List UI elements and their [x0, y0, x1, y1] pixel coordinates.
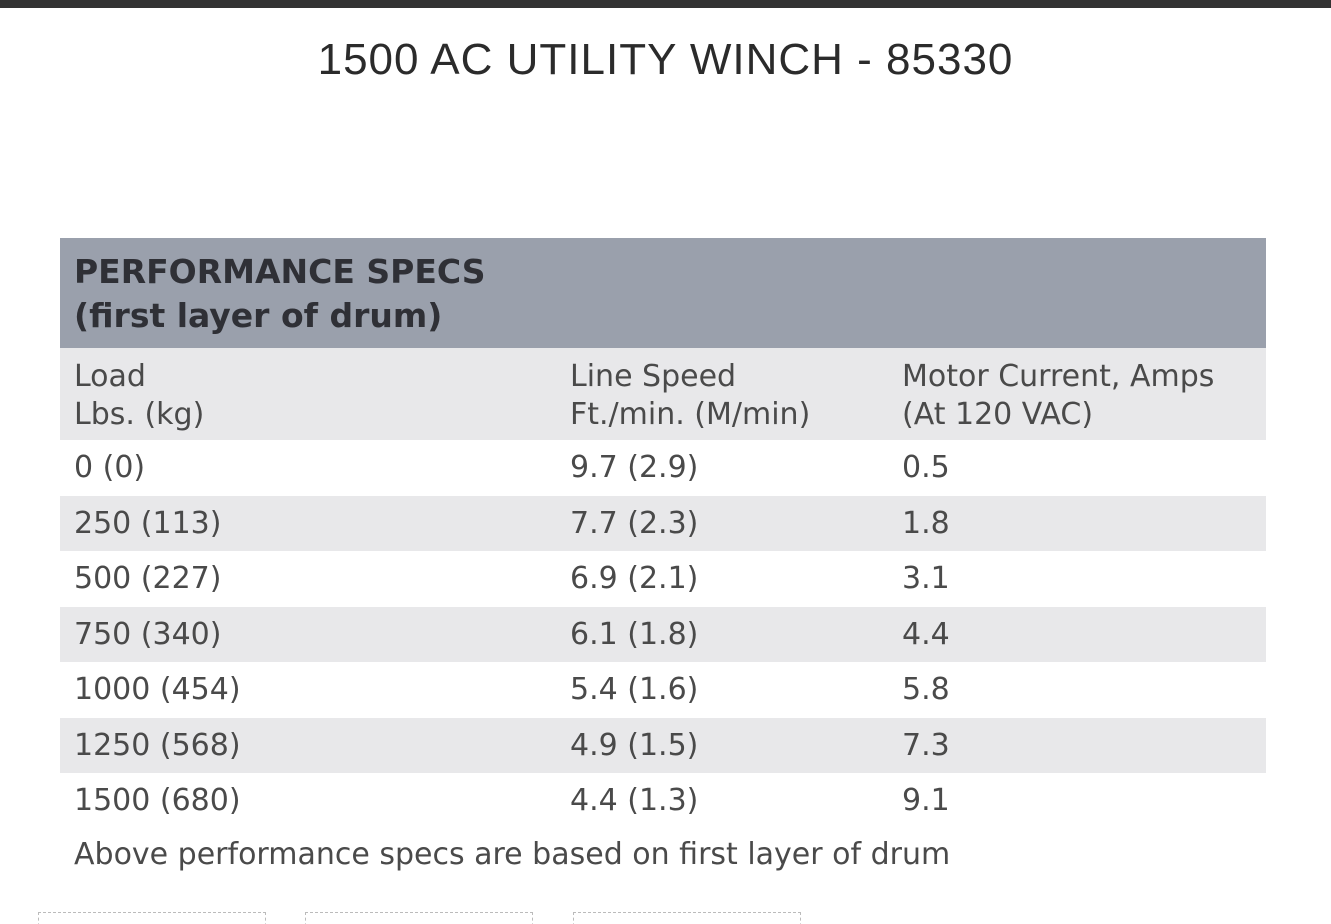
- cell-line-speed: 6.1 (1.8): [570, 616, 699, 652]
- table-header-title: PERFORMANCE SPECS: [74, 252, 486, 291]
- cell-load: 250 (113): [74, 505, 222, 541]
- table-row: 0 (0) 9.7 (2.9) 0.5: [60, 440, 1266, 496]
- column-header-label: Motor Current, Amps: [902, 359, 1215, 394]
- table-row: 500 (227) 6.9 (2.1) 3.1: [60, 551, 1266, 607]
- cell-load: 1000 (454): [74, 672, 241, 708]
- cell-load: 0 (0): [74, 450, 146, 486]
- thumbnail-placeholder[interactable]: [38, 912, 266, 924]
- column-header-motor-current: Motor Current, Amps (At 120 VAC): [898, 358, 1266, 440]
- cell-motor-current: 0.5: [902, 450, 950, 486]
- table-row: 1500 (680) 4.4 (1.3) 9.1: [60, 773, 1266, 829]
- cell-line-speed: 6.9 (2.1): [570, 561, 699, 597]
- table-row: 1250 (568) 4.9 (1.5) 7.3: [60, 717, 1266, 773]
- cell-load: 1500 (680): [74, 783, 241, 819]
- performance-specs-table: PERFORMANCE SPECS (first layer of drum) …: [60, 238, 1266, 881]
- column-headers: Load Lbs. (kg) Line Speed Ft./min. (M/mi…: [60, 348, 1266, 440]
- cell-line-speed: 7.7 (2.3): [570, 505, 699, 541]
- table-row: 1000 (454) 5.4 (1.6) 5.8: [60, 662, 1266, 718]
- cell-line-speed: 9.7 (2.9): [570, 450, 699, 486]
- column-header-unit: (At 120 VAC): [902, 397, 1094, 432]
- table-row: 250 (113) 7.7 (2.3) 1.8: [60, 495, 1266, 551]
- page-title: 1500 AC UTILITY WINCH - 85330: [317, 35, 1014, 84]
- column-header-unit: Ft./min. (M/min): [570, 397, 811, 432]
- cell-motor-current: 5.8: [902, 672, 950, 708]
- column-header-line-speed: Line Speed Ft./min. (M/min): [565, 358, 898, 440]
- table-row: 750 (340) 6.1 (1.8) 4.4: [60, 606, 1266, 662]
- cell-line-speed: 4.4 (1.3): [570, 783, 699, 819]
- top-bar: [0, 0, 1331, 8]
- column-header-label: Line Speed: [570, 359, 737, 394]
- cell-load: 750 (340): [74, 616, 222, 652]
- table-header: PERFORMANCE SPECS (first layer of drum): [60, 238, 1266, 348]
- column-header-unit: Lbs. (kg): [74, 397, 205, 432]
- cell-motor-current: 4.4: [902, 616, 950, 652]
- cell-motor-current: 1.8: [902, 505, 950, 541]
- cell-load: 1250 (568): [74, 727, 241, 763]
- cell-line-speed: 4.9 (1.5): [570, 727, 699, 763]
- table-footnote: Above performance specs are based on fir…: [74, 836, 951, 872]
- column-header-label: Load: [74, 359, 146, 394]
- cell-motor-current: 7.3: [902, 727, 950, 763]
- column-header-load: Load Lbs. (kg): [60, 358, 565, 440]
- cell-line-speed: 5.4 (1.6): [570, 672, 699, 708]
- cell-motor-current: 3.1: [902, 561, 950, 597]
- table-header-subtitle: (first layer of drum): [74, 296, 443, 335]
- thumbnail-placeholder[interactable]: [573, 912, 801, 924]
- cell-load: 500 (227): [74, 561, 222, 597]
- cell-motor-current: 9.1: [902, 783, 950, 819]
- thumbnail-placeholder[interactable]: [305, 912, 533, 924]
